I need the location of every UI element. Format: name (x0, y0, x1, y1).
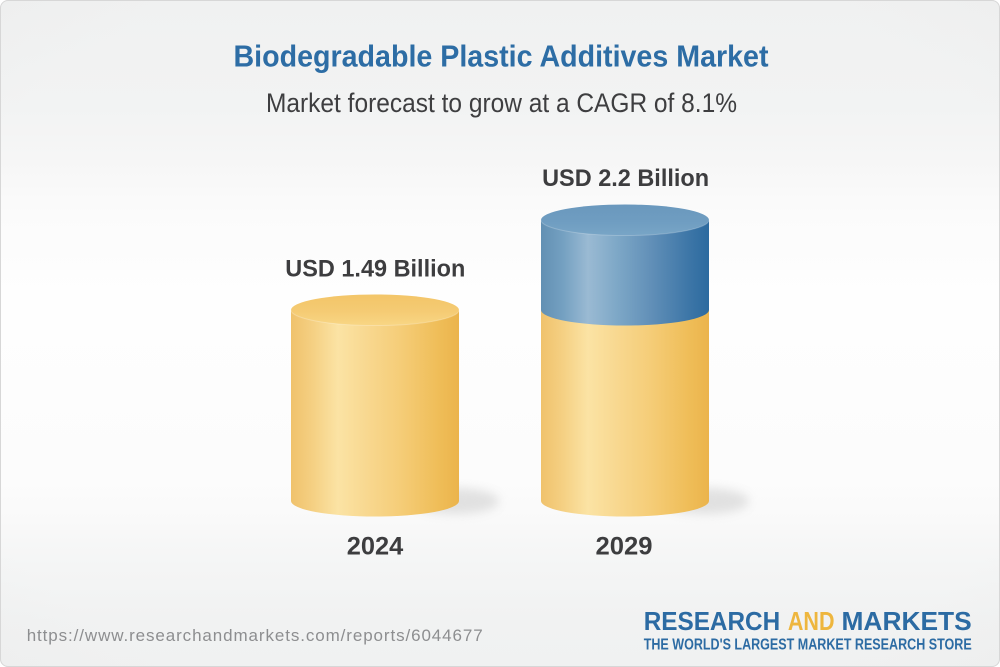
svg-text:https://www.researchandmarkets: https://www.researchandmarkets.com/repor… (27, 626, 483, 645)
svg-text:2029: 2029 (596, 533, 653, 561)
svg-text:Biodegradable Plastic Additive: Biodegradable Plastic Additives Market (234, 39, 769, 74)
svg-text:USD 2.2 Billion: USD 2.2 Billion (542, 165, 709, 192)
svg-text:Market forecast to grow at a C: Market forecast to grow at a CAGR of 8.1… (266, 88, 737, 118)
svg-text:MARKETS: MARKETS (842, 606, 972, 636)
svg-text:AND: AND (788, 606, 835, 636)
svg-text:2024: 2024 (347, 533, 404, 561)
svg-text:THE WORLD'S LARGEST MARKET RES: THE WORLD'S LARGEST MARKET RESEARCH STOR… (644, 637, 972, 654)
svg-text:RESEARCH: RESEARCH (644, 606, 781, 636)
svg-text:USD 1.49 Billion: USD 1.49 Billion (285, 256, 465, 283)
